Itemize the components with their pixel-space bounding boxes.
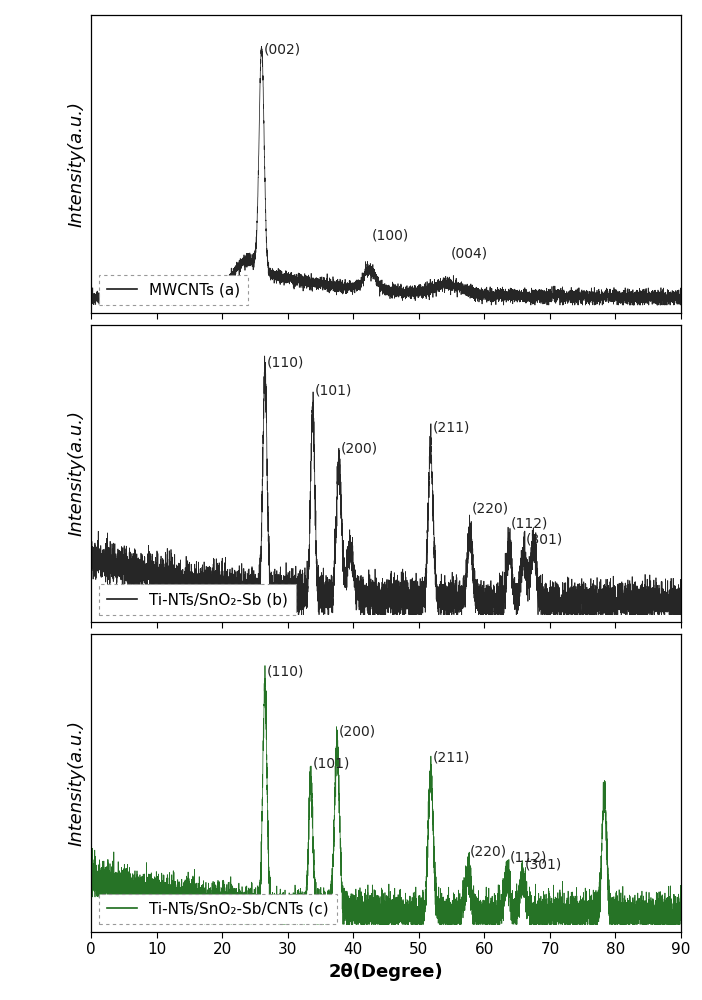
Text: (211): (211) bbox=[432, 751, 470, 765]
Text: (200): (200) bbox=[341, 441, 378, 455]
Y-axis label: Intensity(a.u.): Intensity(a.u.) bbox=[67, 720, 86, 846]
Legend: Ti-NTs/SnO₂-Sb (b): Ti-NTs/SnO₂-Sb (b) bbox=[99, 584, 296, 615]
Text: (004): (004) bbox=[450, 246, 487, 260]
Text: (301): (301) bbox=[524, 858, 562, 872]
Text: (211): (211) bbox=[432, 420, 470, 434]
Text: (112): (112) bbox=[511, 517, 549, 531]
X-axis label: 2θ(Degree): 2θ(Degree) bbox=[329, 963, 444, 981]
Text: (101): (101) bbox=[312, 756, 350, 770]
Legend: MWCNTs (a): MWCNTs (a) bbox=[99, 275, 248, 305]
Text: (002): (002) bbox=[263, 43, 300, 57]
Text: (220): (220) bbox=[470, 845, 507, 859]
Y-axis label: Intensity(a.u.): Intensity(a.u.) bbox=[67, 410, 86, 536]
Text: (112): (112) bbox=[509, 850, 547, 864]
Legend: Ti-NTs/SnO₂-Sb/CNTs (c): Ti-NTs/SnO₂-Sb/CNTs (c) bbox=[99, 894, 336, 924]
Text: (200): (200) bbox=[339, 725, 376, 739]
Text: (101): (101) bbox=[314, 384, 352, 398]
Text: (220): (220) bbox=[472, 501, 509, 515]
Text: (110): (110) bbox=[267, 665, 304, 679]
Text: (301): (301) bbox=[526, 533, 563, 547]
Text: (100): (100) bbox=[371, 228, 409, 242]
Text: (110): (110) bbox=[267, 355, 304, 369]
Y-axis label: Intensity(a.u.): Intensity(a.u.) bbox=[67, 101, 86, 227]
